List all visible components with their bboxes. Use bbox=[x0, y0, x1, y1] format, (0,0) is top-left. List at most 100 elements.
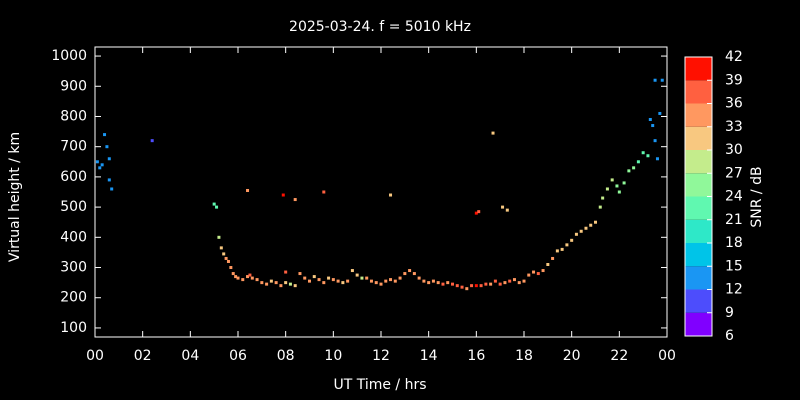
colorbar-tick-label: 36 bbox=[725, 96, 743, 112]
data-point bbox=[224, 256, 228, 260]
data-point bbox=[541, 269, 545, 273]
data-point bbox=[536, 272, 540, 276]
data-point bbox=[517, 281, 521, 285]
data-point bbox=[465, 287, 469, 291]
data-point bbox=[369, 279, 373, 283]
data-point bbox=[274, 281, 278, 285]
data-point bbox=[660, 78, 664, 82]
colorbar-tick-label: 9 bbox=[725, 305, 734, 321]
data-point bbox=[312, 275, 316, 279]
data-point bbox=[477, 210, 481, 214]
x-tick-label: 20 bbox=[563, 348, 581, 364]
data-point bbox=[503, 281, 507, 285]
data-point bbox=[627, 169, 631, 173]
data-point bbox=[648, 118, 652, 121]
data-point bbox=[255, 278, 259, 282]
data-point bbox=[436, 281, 440, 285]
data-point bbox=[508, 279, 512, 283]
data-point bbox=[327, 276, 331, 280]
y-tick-label: 200 bbox=[60, 290, 87, 306]
data-point bbox=[360, 276, 364, 280]
data-point bbox=[260, 281, 264, 285]
data-point bbox=[288, 282, 292, 286]
data-point bbox=[565, 243, 569, 247]
data-point bbox=[389, 193, 393, 197]
data-point bbox=[427, 281, 431, 285]
data-point bbox=[246, 188, 250, 192]
y-tick-label: 500 bbox=[60, 199, 87, 215]
data-point bbox=[460, 285, 464, 289]
data-point bbox=[222, 252, 226, 256]
data-point bbox=[470, 284, 474, 288]
data-point bbox=[365, 276, 369, 280]
data-point bbox=[474, 211, 478, 215]
x-tick-label: 08 bbox=[277, 348, 295, 364]
data-point bbox=[281, 193, 285, 197]
data-point bbox=[293, 284, 297, 288]
data-point bbox=[308, 279, 311, 283]
data-point bbox=[651, 124, 655, 128]
data-point bbox=[384, 279, 388, 283]
colorbar-band bbox=[685, 103, 712, 127]
data-point bbox=[641, 151, 645, 155]
data-point bbox=[451, 282, 454, 286]
colorbar-tick-label: 18 bbox=[725, 235, 743, 251]
data-point bbox=[331, 278, 335, 282]
data-point bbox=[350, 269, 354, 273]
data-point bbox=[265, 282, 269, 286]
data-point bbox=[584, 226, 588, 230]
data-point bbox=[522, 279, 526, 283]
data-point bbox=[408, 269, 412, 273]
colorbar-tick-label: 27 bbox=[725, 165, 743, 181]
data-point bbox=[555, 249, 559, 253]
x-tick-label: 12 bbox=[372, 348, 390, 364]
colorbar-band bbox=[685, 289, 712, 313]
data-point bbox=[303, 276, 307, 280]
data-point bbox=[422, 279, 426, 283]
data-point bbox=[655, 157, 659, 161]
data-point bbox=[241, 278, 245, 282]
data-point bbox=[107, 157, 111, 161]
data-point bbox=[103, 133, 107, 137]
x-tick-label: 10 bbox=[324, 348, 342, 364]
data-point bbox=[293, 198, 297, 202]
data-point bbox=[594, 220, 597, 224]
data-point bbox=[532, 270, 536, 274]
x-tick-label: 00 bbox=[86, 348, 104, 364]
colorbar-label: SNR / dB bbox=[749, 166, 765, 227]
x-tick-label: 16 bbox=[467, 348, 485, 364]
colorbar-tick-label: 24 bbox=[725, 189, 743, 205]
data-point bbox=[100, 163, 104, 167]
data-point bbox=[355, 273, 359, 277]
data-point bbox=[560, 247, 564, 251]
data-point bbox=[246, 275, 250, 279]
data-point bbox=[605, 187, 609, 191]
plot-frame bbox=[94, 46, 668, 338]
data-point bbox=[653, 78, 657, 82]
colorbar-band bbox=[685, 312, 712, 336]
data-point bbox=[551, 256, 555, 260]
data-point bbox=[589, 223, 593, 227]
data-point bbox=[403, 272, 407, 276]
data-point bbox=[98, 166, 102, 170]
colorbar-band bbox=[685, 219, 712, 243]
data-point bbox=[632, 166, 636, 170]
colorbar-band bbox=[685, 196, 712, 220]
colorbar-tick-label: 33 bbox=[725, 119, 743, 135]
data-point bbox=[248, 273, 252, 277]
y-tick-label: 700 bbox=[60, 139, 87, 155]
y-tick-label: 800 bbox=[60, 108, 87, 124]
colorbar-tick-label: 6 bbox=[725, 328, 734, 344]
data-point bbox=[431, 279, 435, 283]
data-point bbox=[493, 279, 497, 283]
data-point bbox=[527, 273, 531, 277]
colorbar-tick-label: 42 bbox=[725, 49, 743, 65]
data-point bbox=[110, 187, 114, 191]
data-point bbox=[455, 284, 459, 288]
data-point bbox=[346, 279, 350, 283]
data-point bbox=[617, 190, 621, 194]
data-point bbox=[105, 145, 109, 149]
data-point bbox=[336, 279, 340, 283]
data-point bbox=[622, 181, 626, 185]
